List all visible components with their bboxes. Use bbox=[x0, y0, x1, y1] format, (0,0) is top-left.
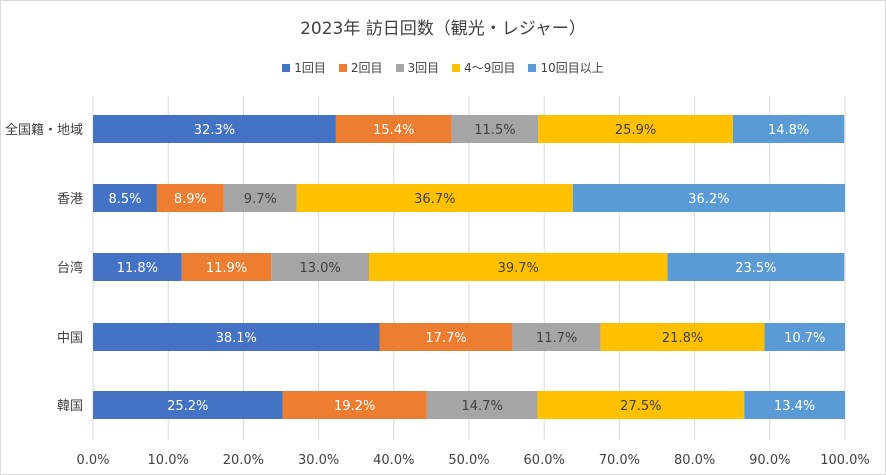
bar-segment bbox=[732, 115, 845, 143]
bar-segment bbox=[744, 391, 845, 419]
data-label: 14.7% bbox=[462, 399, 503, 414]
x-tick-label: 70.0% bbox=[599, 453, 640, 468]
bar-segment bbox=[296, 184, 573, 212]
bar-segment bbox=[426, 391, 538, 419]
bar-segment bbox=[538, 115, 733, 143]
data-label: 21.8% bbox=[662, 331, 703, 346]
x-tick-label: 90.0% bbox=[749, 453, 790, 468]
x-tick-label: 10.0% bbox=[148, 453, 189, 468]
data-label: 19.2% bbox=[334, 399, 375, 414]
data-label: 32.3% bbox=[194, 123, 235, 138]
category-label: 全国籍・地域 bbox=[5, 122, 83, 138]
chart-title: 2023年 訪日回数（観光・レジャー） bbox=[300, 19, 586, 39]
data-label: 8.9% bbox=[174, 192, 207, 207]
bar-segment bbox=[764, 323, 845, 351]
x-tick-label: 100.0% bbox=[820, 453, 870, 468]
category-label: 香港 bbox=[57, 192, 83, 207]
legend-swatch bbox=[452, 63, 461, 72]
data-label: 13.0% bbox=[299, 261, 340, 276]
bar-segment bbox=[93, 323, 380, 351]
legend-item: 4～9回目 bbox=[452, 59, 515, 76]
bar-segment bbox=[512, 323, 601, 351]
x-tick-label: 20.0% bbox=[223, 453, 264, 468]
bar-segment bbox=[156, 184, 224, 212]
legend-label: 1回目 bbox=[294, 61, 326, 75]
data-label: 11.5% bbox=[474, 123, 515, 138]
bar-segment bbox=[335, 115, 452, 143]
bar-segment bbox=[667, 253, 845, 281]
data-label: 39.7% bbox=[498, 261, 539, 276]
chart-legend: 1回目 2回目 3回目 4～9回目 10回目以上 bbox=[0, 59, 886, 76]
data-label: 11.9% bbox=[206, 261, 247, 276]
bar-segment bbox=[282, 391, 427, 419]
x-tick-label: 50.0% bbox=[448, 453, 489, 468]
bar-segment bbox=[93, 115, 336, 143]
data-label: 25.9% bbox=[615, 123, 656, 138]
data-label: 8.5% bbox=[108, 192, 141, 207]
bar-segment bbox=[368, 253, 668, 281]
legend-swatch bbox=[282, 63, 291, 72]
category-label: 台湾 bbox=[57, 260, 83, 276]
data-label: 13.4% bbox=[774, 399, 815, 414]
data-label: 9.7% bbox=[244, 192, 277, 207]
data-label: 10.7% bbox=[784, 331, 825, 346]
legend-item: 3回目 bbox=[395, 59, 440, 76]
data-label: 15.4% bbox=[373, 123, 414, 138]
x-tick-label: 30.0% bbox=[298, 453, 339, 468]
data-label: 14.8% bbox=[768, 123, 809, 138]
legend-swatch bbox=[395, 63, 404, 72]
bar-segment bbox=[537, 391, 745, 419]
legend-item: 2回目 bbox=[338, 59, 383, 76]
data-label: 25.2% bbox=[167, 399, 208, 414]
data-label: 36.2% bbox=[688, 192, 729, 207]
bar-segment bbox=[93, 184, 157, 212]
legend-swatch bbox=[338, 63, 347, 72]
x-tick-label: 80.0% bbox=[674, 453, 715, 468]
bar-segment bbox=[181, 253, 272, 281]
legend-label: 10回目以上 bbox=[540, 61, 604, 75]
bar-segment bbox=[93, 391, 283, 419]
category-label: 中国 bbox=[57, 331, 83, 346]
legend-label: 3回目 bbox=[407, 61, 440, 75]
bar-segment bbox=[451, 115, 539, 143]
x-tick-label: 0.0% bbox=[76, 453, 109, 468]
x-tick-label: 40.0% bbox=[373, 453, 414, 468]
bar-segment bbox=[93, 253, 182, 281]
data-label: 17.7% bbox=[425, 331, 466, 346]
legend-swatch bbox=[528, 63, 537, 72]
legend-label: 2回目 bbox=[350, 61, 383, 75]
bar-segment bbox=[223, 184, 297, 212]
legend-item: 10回目以上 bbox=[528, 59, 604, 76]
x-tick-label: 60.0% bbox=[524, 453, 565, 468]
data-label: 23.5% bbox=[735, 261, 776, 276]
data-label: 36.7% bbox=[414, 192, 455, 207]
data-label: 11.8% bbox=[117, 261, 158, 276]
bar-segment bbox=[600, 323, 765, 351]
data-label: 11.7% bbox=[536, 331, 577, 346]
legend-item: 1回目 bbox=[282, 59, 326, 76]
legend-label: 4～9回目 bbox=[464, 61, 516, 75]
bar-segment bbox=[572, 184, 845, 212]
bar-segment bbox=[379, 323, 513, 351]
category-label: 韓国 bbox=[57, 399, 83, 414]
bar-segment bbox=[271, 253, 369, 281]
data-label: 38.1% bbox=[216, 331, 257, 346]
data-label: 27.5% bbox=[620, 399, 661, 414]
